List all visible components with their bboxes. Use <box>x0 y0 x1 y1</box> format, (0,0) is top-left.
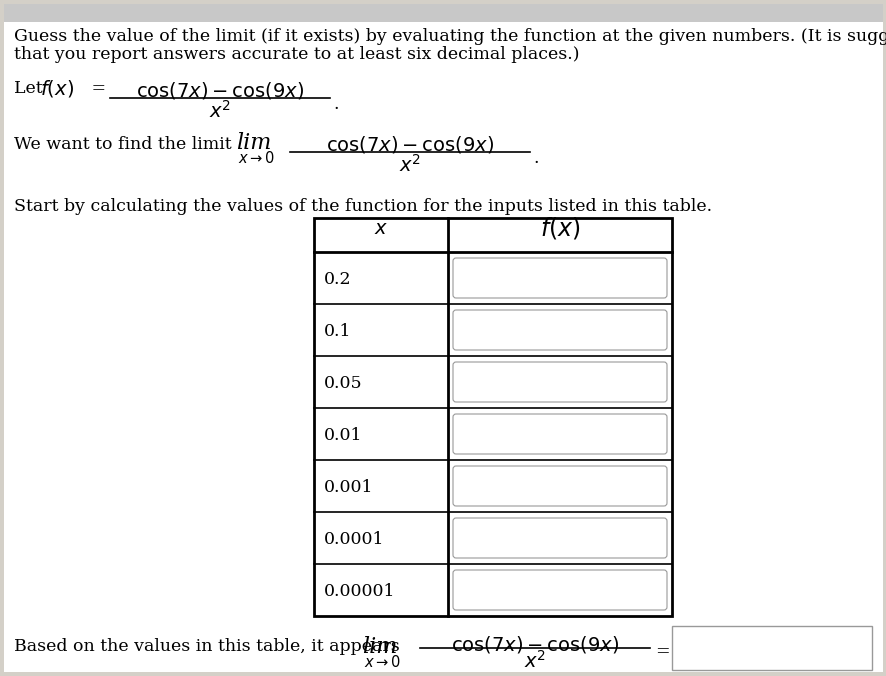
Text: 0.00001: 0.00001 <box>323 583 395 600</box>
Text: .: . <box>332 96 338 113</box>
Text: =: = <box>86 80 106 97</box>
Text: 0.0001: 0.0001 <box>323 531 384 548</box>
Text: lim: lim <box>361 636 397 658</box>
Text: $x^2$: $x^2$ <box>524 650 546 672</box>
Text: $\cos(7x) - \cos(9x)$: $\cos(7x) - \cos(9x)$ <box>325 134 494 155</box>
Text: .: . <box>532 150 538 167</box>
FancyBboxPatch shape <box>453 362 666 402</box>
Text: $\cos(7x) - \cos(9x)$: $\cos(7x) - \cos(9x)$ <box>450 634 618 655</box>
Text: $f(x)$: $f(x)$ <box>539 215 579 241</box>
Text: $x \rightarrow 0$: $x \rightarrow 0$ <box>237 150 275 166</box>
Text: lim: lim <box>236 132 271 154</box>
Text: =: = <box>654 643 669 660</box>
Bar <box>4 4 882 22</box>
Text: 0.01: 0.01 <box>323 427 362 444</box>
FancyBboxPatch shape <box>672 626 871 670</box>
Text: $x \rightarrow 0$: $x \rightarrow 0$ <box>363 654 400 670</box>
Text: 0.1: 0.1 <box>323 323 351 340</box>
Text: $x^2$: $x^2$ <box>399 154 421 176</box>
Text: $\cos(7x) - \cos(9x)$: $\cos(7x) - \cos(9x)$ <box>136 80 304 101</box>
Text: 0.05: 0.05 <box>323 375 362 392</box>
Text: $x$: $x$ <box>374 220 388 238</box>
FancyBboxPatch shape <box>453 570 666 610</box>
Text: We want to find the limit: We want to find the limit <box>14 136 231 153</box>
Text: Let: Let <box>14 80 48 97</box>
Text: Guess the value of the limit (if it exists) by evaluating the function at the gi: Guess the value of the limit (if it exis… <box>14 28 886 45</box>
Text: Based on the values in this table, it appears: Based on the values in this table, it ap… <box>14 638 410 655</box>
FancyBboxPatch shape <box>453 518 666 558</box>
Text: that you report answers accurate to at least six decimal places.): that you report answers accurate to at l… <box>14 46 579 63</box>
FancyBboxPatch shape <box>453 310 666 350</box>
Text: 0.001: 0.001 <box>323 479 373 496</box>
Text: $x^2$: $x^2$ <box>209 100 231 122</box>
FancyBboxPatch shape <box>453 466 666 506</box>
Text: 0.2: 0.2 <box>323 271 351 288</box>
FancyBboxPatch shape <box>453 258 666 298</box>
Text: $f(x)$: $f(x)$ <box>40 78 74 99</box>
FancyBboxPatch shape <box>453 414 666 454</box>
Text: Start by calculating the values of the function for the inputs listed in this ta: Start by calculating the values of the f… <box>14 198 711 215</box>
Bar <box>314 218 672 616</box>
